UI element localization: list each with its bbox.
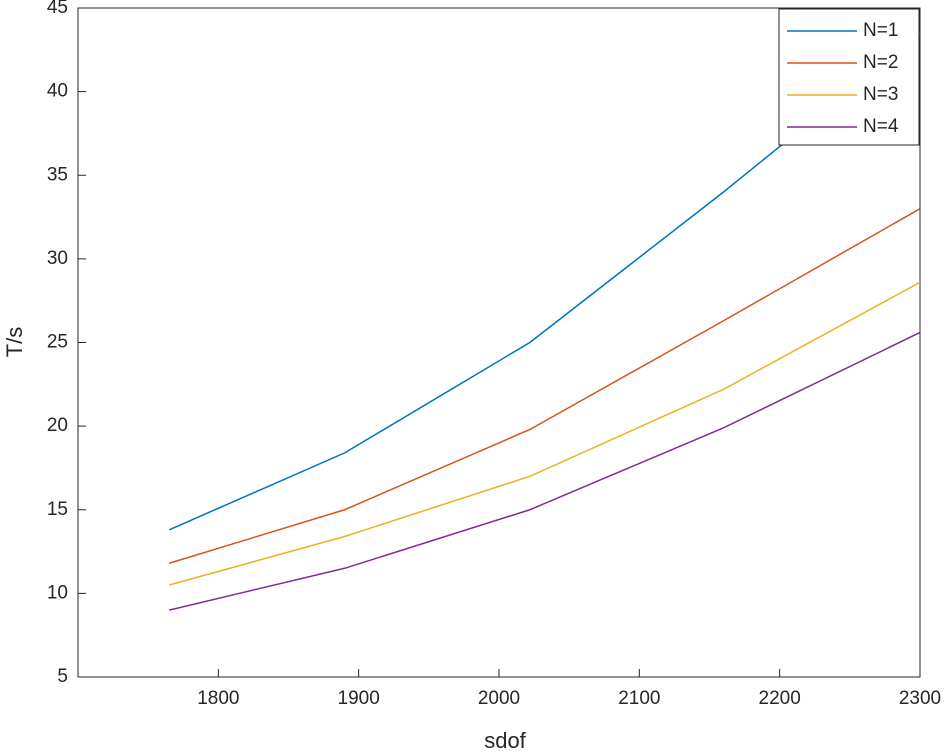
y-tick-label: 15 — [47, 499, 68, 520]
x-tick-label: 2000 — [478, 688, 520, 709]
y-tick-label: 10 — [47, 582, 68, 603]
x-tick-label: 1900 — [338, 688, 380, 709]
x-tick-label: 1800 — [197, 688, 239, 709]
legend-label: N=4 — [863, 116, 899, 137]
series-line — [169, 281, 921, 586]
x-tick-label: 2300 — [899, 688, 941, 709]
y-tick-label: 5 — [57, 666, 68, 687]
y-tick-label: 35 — [47, 164, 68, 185]
y-tick-label: 30 — [47, 248, 68, 269]
legend-label: N=3 — [863, 84, 898, 105]
series-line — [168, 208, 921, 564]
x-tick-label: 2200 — [759, 688, 801, 709]
y-axis-label: T/s — [2, 327, 27, 358]
y-tick-label: 40 — [47, 81, 68, 102]
series-line — [169, 331, 921, 611]
x-tick-label: 2100 — [618, 688, 660, 709]
legend-label: N=1 — [863, 20, 898, 41]
legend-label: N=2 — [863, 52, 898, 73]
x-axis-label: sdof — [484, 728, 526, 753]
y-tick-label: 45 — [47, 0, 68, 18]
y-tick-label: 25 — [47, 332, 68, 353]
y-tick-label: 20 — [47, 415, 68, 436]
